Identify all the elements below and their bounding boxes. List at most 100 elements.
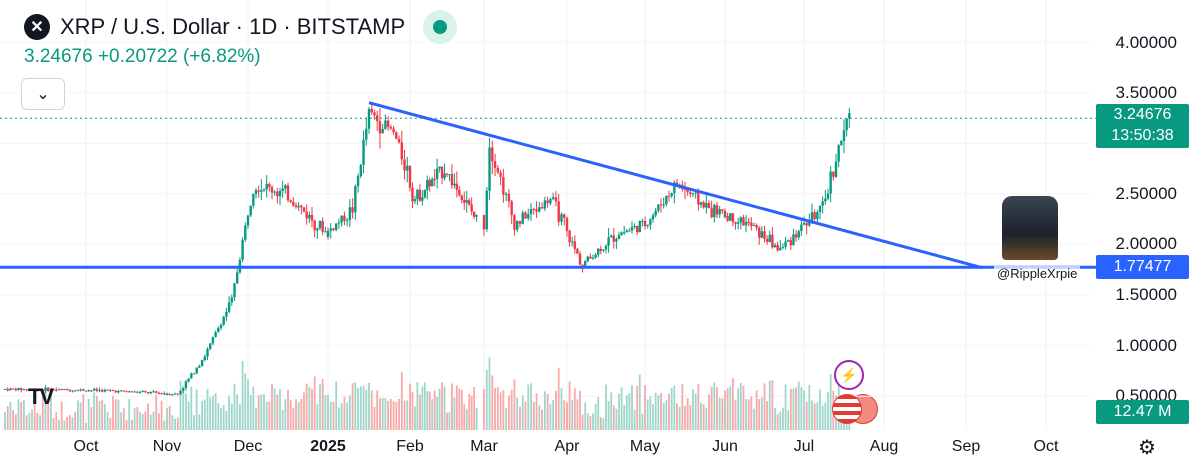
- volume-bar: [268, 401, 271, 430]
- candle-body: [176, 393, 179, 395]
- candle-body: [128, 391, 131, 393]
- candle-body: [268, 183, 271, 188]
- candle-body: [518, 220, 522, 224]
- candle-body: [765, 238, 769, 242]
- volume-bar: [592, 413, 594, 430]
- candle-body: [524, 212, 527, 219]
- candle-body: [834, 161, 838, 177]
- candle-body: [565, 226, 569, 231]
- tradingview-logo-icon[interactable]: TV: [28, 384, 54, 409]
- volume-bar: [586, 413, 589, 430]
- volume-bar: [214, 393, 217, 430]
- volume-bar: [85, 422, 87, 430]
- candle-body: [106, 389, 109, 391]
- candle-body: [356, 176, 360, 187]
- volume-bar: [448, 412, 451, 430]
- candle-body: [773, 245, 777, 248]
- volume-bar: [252, 386, 255, 430]
- candle-body: [302, 207, 306, 212]
- volume-bar: [768, 380, 771, 430]
- volume-bar: [152, 411, 155, 430]
- candle-body: [144, 391, 147, 393]
- x-axis-label: Feb: [396, 438, 424, 455]
- volume-bar: [209, 397, 212, 430]
- candle-body: [141, 391, 144, 393]
- candle-body: [138, 391, 142, 393]
- volume-bar: [411, 391, 414, 430]
- volume-bar: [230, 403, 233, 430]
- candle-body: [610, 235, 613, 238]
- candle-body: [845, 118, 848, 131]
- candle-body: [373, 112, 376, 116]
- candle-body: [340, 215, 343, 223]
- volume-bar: [571, 399, 574, 430]
- volume-bar: [338, 407, 340, 430]
- candle-body: [734, 221, 737, 224]
- candle-body: [713, 205, 716, 218]
- candle-body: [470, 204, 473, 212]
- lightning-icon[interactable]: ⚡: [834, 360, 864, 390]
- volume-bar: [66, 416, 68, 430]
- symbol-title[interactable]: XRP / U.S. Dollar · 1D · BITSTAMP: [60, 14, 406, 39]
- volume-bar: [389, 398, 392, 430]
- x-axis-label: Dec: [233, 438, 263, 455]
- volume-bar: [23, 400, 25, 430]
- volume-bar: [599, 417, 602, 430]
- gear-icon[interactable]: ⚙: [1138, 437, 1156, 459]
- volume-bar: [28, 412, 31, 430]
- volume-bar: [136, 407, 139, 430]
- volume-bar: [739, 382, 742, 430]
- volume-bar: [25, 415, 28, 430]
- x-axis-label: Aug: [869, 438, 899, 455]
- volume-bar: [265, 401, 268, 430]
- candle-body: [146, 392, 150, 394]
- candle-body: [294, 205, 298, 208]
- volume-bar: [90, 407, 93, 430]
- collapse-button[interactable]: ⌄: [21, 78, 65, 110]
- candle-body: [28, 389, 31, 391]
- candle-body: [546, 200, 549, 204]
- volume-bar: [641, 413, 644, 430]
- candle-body: [463, 199, 466, 203]
- candle-body: [726, 216, 729, 221]
- volume-bar: [426, 391, 429, 430]
- candle-body: [408, 180, 412, 188]
- candle-body: [249, 205, 252, 216]
- volume-bar: [368, 382, 370, 430]
- candle-body: [254, 190, 258, 194]
- candle-body: [41, 389, 44, 391]
- volume-bar: [499, 392, 502, 430]
- volume-bar: [305, 383, 308, 430]
- volume-bar: [176, 417, 179, 430]
- candle-body: [65, 389, 69, 391]
- volume-bar: [552, 400, 555, 430]
- volume-bar: [510, 390, 513, 430]
- x-axis-label: Jun: [712, 438, 738, 455]
- volume-bar: [784, 384, 787, 430]
- volume-bar: [673, 385, 676, 430]
- volume-bar: [370, 390, 373, 430]
- volume-bar: [68, 415, 71, 430]
- volume-bar: [400, 372, 403, 430]
- volume-bar: [792, 388, 795, 430]
- candle-body: [397, 138, 401, 143]
- volume-bar: [98, 401, 101, 430]
- candle-body: [76, 389, 80, 391]
- candle-body: [662, 204, 665, 206]
- candle-body: [433, 179, 436, 181]
- candle-body: [423, 190, 426, 198]
- volume-bar: [33, 400, 36, 430]
- volume-bar: [233, 383, 236, 430]
- volume-bar: [721, 398, 724, 430]
- x-axis-label: Oct: [73, 438, 99, 455]
- volume-bar: [734, 399, 737, 430]
- volume-bar: [460, 389, 463, 430]
- volume-bar: [222, 405, 225, 430]
- candle-body: [821, 201, 824, 206]
- volume-bar: [198, 414, 201, 430]
- us-flag-icon[interactable]: [832, 394, 862, 424]
- volume-bar: [141, 413, 144, 430]
- candle-body: [705, 203, 708, 208]
- candle-body: [630, 227, 634, 231]
- candle-body: [270, 187, 274, 193]
